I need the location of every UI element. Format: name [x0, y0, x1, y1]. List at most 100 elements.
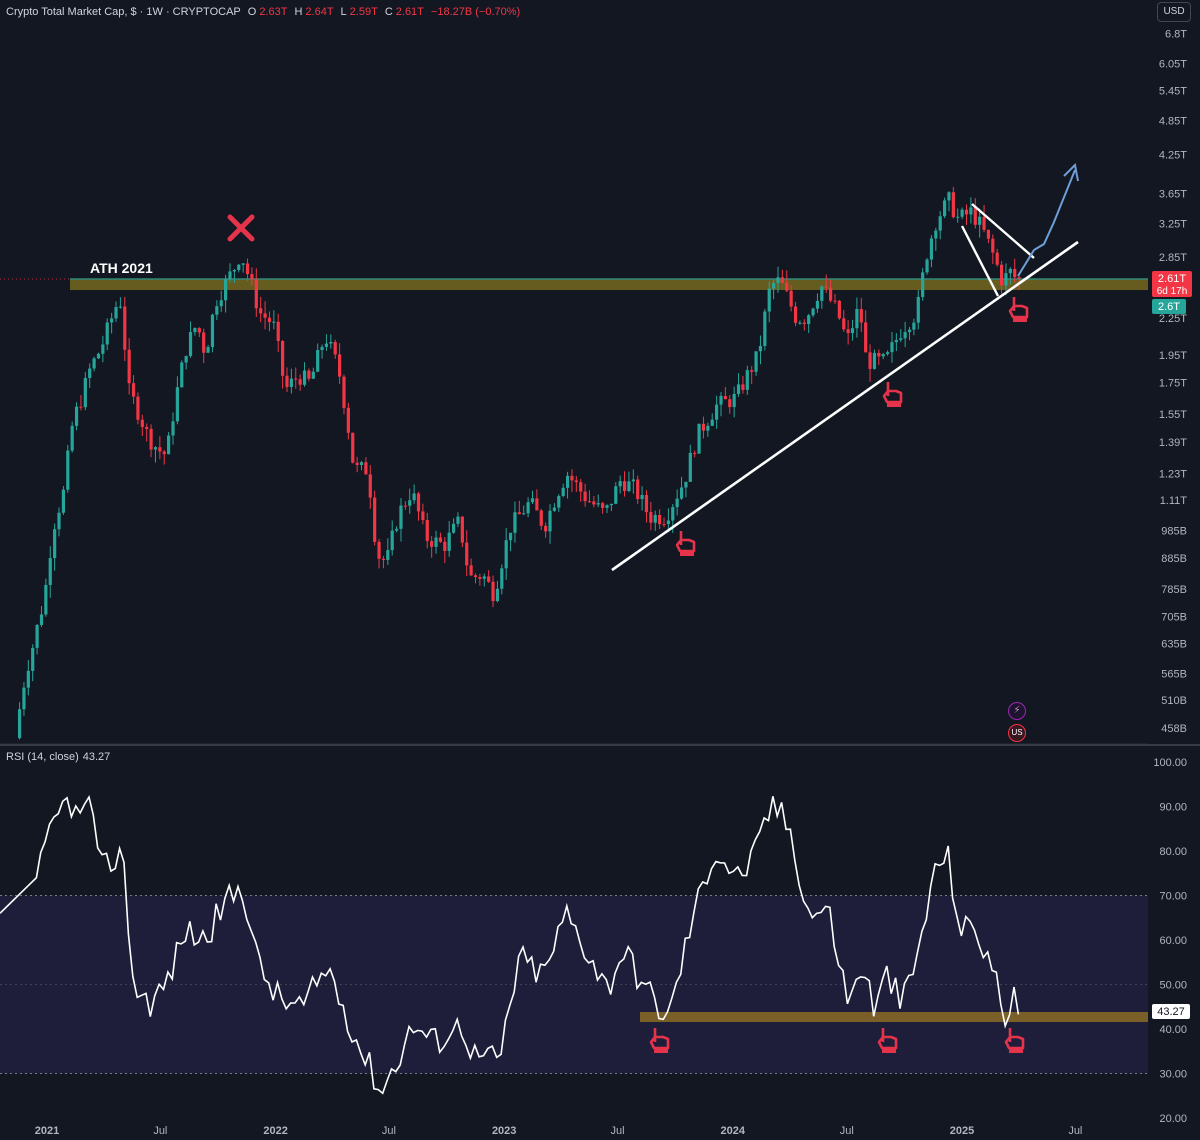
candle [706, 422, 710, 437]
candle-body [829, 287, 833, 301]
candle-body [17, 709, 22, 739]
candle-body [504, 540, 508, 569]
candle-body [232, 269, 236, 272]
candle [491, 575, 495, 608]
candle-body [145, 426, 149, 429]
candle [960, 207, 964, 220]
candle-body [425, 519, 429, 542]
candle-body [561, 487, 565, 496]
pointer-hand-icon [877, 1028, 898, 1053]
candle [750, 366, 754, 384]
price-axis: 458B 510B 565B 635B 705B 785B 885B 985B 1.11T 1.2… [1159, 28, 1187, 734]
candle-body [333, 341, 337, 355]
candle-body [70, 425, 74, 451]
candle-body [557, 495, 561, 508]
candle [53, 523, 57, 571]
candle-body [986, 229, 991, 239]
candle [798, 320, 802, 325]
candle-body [842, 318, 846, 330]
candle-body [22, 687, 26, 710]
candle-body [88, 368, 92, 378]
candle [324, 334, 329, 351]
candle-body [294, 378, 298, 380]
candle [1013, 258, 1017, 283]
candle [425, 512, 429, 549]
rsi-tick-label: 30.00 [1159, 1069, 1187, 1081]
candle [105, 318, 109, 351]
candle [267, 311, 272, 332]
candle [631, 469, 635, 494]
candle-body [281, 340, 285, 376]
price-tick-label: 885B [1161, 553, 1187, 565]
currency-button[interactable]: USD [1157, 2, 1191, 22]
candle-body [736, 384, 741, 394]
candle [622, 471, 627, 497]
candle-body [999, 264, 1004, 286]
candle [688, 444, 692, 482]
rsi-legend[interactable]: RSI (14, close) 43.27 [6, 751, 110, 763]
candle [894, 333, 898, 352]
candle-body [110, 318, 114, 323]
change-value: −18.27B (−0.70%) [430, 6, 521, 18]
candle-body [921, 272, 925, 297]
candle-body [508, 532, 513, 541]
candle [416, 491, 421, 521]
rsi-line [0, 794, 1020, 1095]
candle-body [491, 581, 495, 602]
candle [219, 290, 223, 313]
lightning-icon[interactable]: ⚡ [1008, 702, 1026, 720]
candle [583, 483, 587, 507]
candle-body [552, 507, 557, 511]
us-flag-icon[interactable]: US [1008, 724, 1026, 742]
candle [982, 204, 986, 233]
candle [942, 197, 947, 219]
candle-body [219, 300, 223, 307]
candle [390, 520, 394, 556]
candle-body [535, 498, 539, 511]
price-tick-label: 985B [1161, 526, 1187, 538]
candle-body [105, 322, 109, 345]
candle [342, 374, 346, 415]
candle-body [188, 332, 193, 356]
time-axis: 2021 Jul 2022 Jul 2023 Jul 2024 Jul 2025 Jul [35, 1125, 1083, 1137]
candle-body [973, 207, 977, 225]
candle-body [412, 493, 416, 501]
candle [399, 498, 403, 542]
candle [329, 334, 333, 349]
candle-body [872, 352, 877, 369]
candle-body [877, 352, 881, 357]
candle [473, 573, 478, 584]
candle-body [758, 345, 763, 352]
symbol-title[interactable]: Crypto Total Market Cap, $ · 1W · CRYPTO… [6, 6, 241, 18]
pointer-hand-icon [649, 1028, 670, 1053]
candle [447, 521, 451, 557]
candle [215, 300, 219, 321]
candle [820, 285, 824, 309]
candle [956, 208, 960, 223]
time-tick-label: Jul [1068, 1125, 1082, 1137]
candle [829, 279, 833, 303]
low-value: 2.59T [349, 6, 378, 18]
candle-body [951, 192, 955, 218]
candle-body [776, 277, 780, 283]
price-tick-label: 510B [1161, 695, 1187, 707]
candle [855, 297, 859, 338]
candle [149, 424, 153, 458]
candle-body [780, 277, 784, 283]
candle [70, 421, 74, 453]
candle [934, 227, 938, 251]
candle-body [245, 263, 250, 275]
candle [355, 456, 359, 473]
candle [758, 335, 763, 365]
candle [456, 512, 460, 528]
candle [636, 475, 640, 505]
candle [311, 367, 315, 380]
candle [175, 376, 179, 425]
candle-body [596, 503, 600, 505]
candle [850, 319, 855, 341]
candle-body [460, 516, 464, 543]
candle [745, 365, 749, 395]
time-tick-label: Jul [840, 1125, 854, 1137]
